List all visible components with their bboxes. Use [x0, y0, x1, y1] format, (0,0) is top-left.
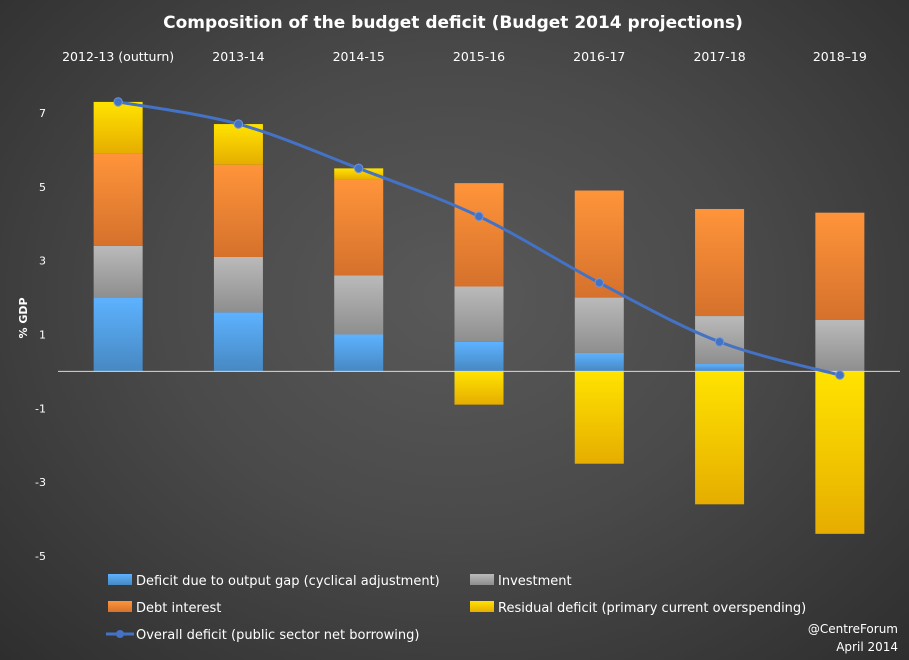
overall-deficit-point-5 [594, 278, 604, 288]
overall-deficit-point-6 [714, 337, 725, 347]
y-tick-label: 7 [39, 107, 46, 120]
bar-debt-interest-4 [454, 183, 504, 287]
overall-deficit-point-2 [233, 119, 244, 129]
category-label: 2013-14 [212, 49, 264, 64]
bar-deficit-due-to-4 [454, 341, 504, 372]
overall-deficit-point-7 [835, 370, 845, 380]
bar-deficit-due-to-1 [93, 297, 143, 372]
y-axis-ticks: 7 5 3 1 -1 -3 -5 [35, 107, 46, 563]
credit-handle: @CentreForum [808, 622, 898, 636]
legend-swatch-3 [108, 601, 132, 612]
overall-deficit-point-3 [354, 163, 364, 174]
bar-investment-3 [334, 275, 384, 335]
legend-swatch-2 [470, 574, 494, 585]
category-label: 2015-16 [453, 49, 505, 64]
legend: Deficit due to output gap (cyclical adju… [106, 574, 806, 643]
bar-investment-7 [815, 319, 865, 372]
legend-swatch-4 [470, 601, 494, 612]
y-tick-label: 3 [39, 255, 46, 268]
legend-line-marker [116, 630, 124, 638]
bar-deficit-due-to-3 [334, 334, 384, 372]
y-tick-label: 1 [39, 329, 46, 342]
bar-deficit-due-to-5 [574, 352, 624, 372]
bar-investment-5 [574, 297, 624, 353]
legend-label-2: Investment [498, 574, 572, 589]
legend-label-1: Deficit due to output gap (cyclical adju… [136, 574, 440, 589]
bar-residual-deficit-primary-4 [454, 371, 504, 405]
bar-residual-deficit-primary-1 [93, 101, 143, 154]
y-tick-label: -3 [35, 476, 46, 489]
bar-residual-deficit-primary-3 [334, 168, 384, 180]
bar-debt-interest-7 [815, 212, 865, 320]
y-axis-label: % GDP [17, 297, 30, 338]
overall-deficit-line [113, 97, 845, 380]
bar-debt-interest-3 [334, 179, 384, 276]
category-labels: 2012-13 (outturn) 2013-14 2014-15 2015-16 20… [62, 49, 867, 64]
legend-label-5: Overall deficit (public sector net borro… [136, 628, 419, 643]
bar-investment-4 [454, 286, 504, 342]
overall-deficit-point-1 [113, 97, 123, 107]
overall-deficit-point-4 [474, 211, 484, 222]
bar-residual-deficit-primary-6 [695, 371, 745, 505]
bar-deficit-due-to-6 [695, 364, 745, 372]
chart-title: Composition of the budget deficit (Budge… [163, 13, 743, 33]
legend-label-3: Debt interest [136, 601, 221, 616]
category-label: 2018–19 [813, 49, 867, 64]
bar-debt-interest-1 [93, 153, 143, 246]
bar-debt-interest-6 [695, 208, 745, 317]
legend-label-4: Residual deficit (primary current oversp… [498, 601, 806, 616]
category-label: 2014-15 [333, 49, 385, 64]
category-label: 2012-13 (outturn) [62, 49, 174, 64]
credit-date: April 2014 [836, 640, 898, 654]
category-label: 2016-17 [573, 49, 625, 64]
bar-residual-deficit-primary-2 [213, 124, 263, 165]
y-tick-label: 5 [39, 181, 46, 194]
bar-residual-deficit-primary-7 [815, 371, 865, 534]
y-tick-label: -5 [35, 550, 46, 563]
bar-residual-deficit-primary-5 [574, 371, 624, 464]
bars [93, 101, 865, 534]
y-tick-label: -1 [35, 402, 46, 415]
category-label: 2017-18 [693, 49, 745, 64]
bar-deficit-due-to-2 [213, 312, 263, 372]
legend-swatch-1 [108, 574, 132, 585]
bar-investment-1 [93, 245, 143, 298]
bar-debt-interest-2 [213, 164, 263, 257]
bar-investment-2 [213, 256, 263, 313]
